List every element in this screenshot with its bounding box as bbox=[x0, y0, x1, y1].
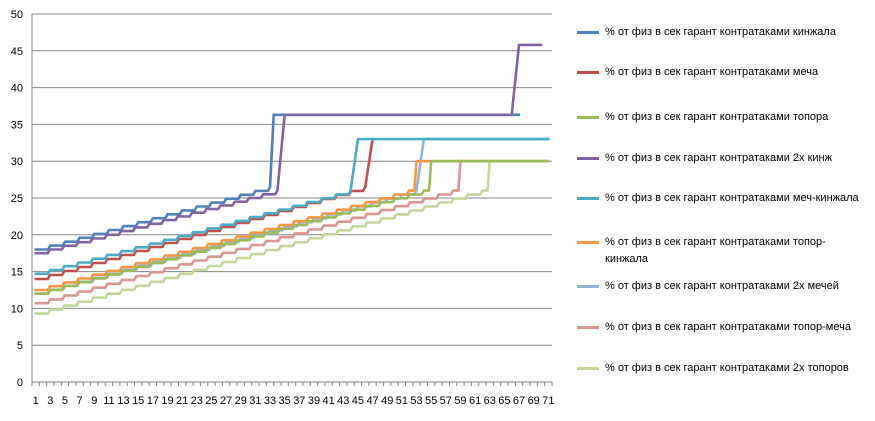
series-line-1 bbox=[34, 137, 374, 281]
x-tick-label: 43 bbox=[337, 395, 349, 407]
series-line-3 bbox=[34, 43, 543, 255]
series-line-2 bbox=[34, 159, 550, 295]
x-tick-label: 69 bbox=[528, 395, 540, 407]
legend-label: % от физ в сек гарант контратаками 2х ки… bbox=[605, 152, 832, 164]
series-line-4 bbox=[34, 137, 550, 276]
y-tick-label: 45 bbox=[11, 46, 23, 58]
x-tick-label: 41 bbox=[322, 395, 334, 407]
x-tick-label: 27 bbox=[220, 395, 232, 407]
x-tick-label: 39 bbox=[308, 395, 320, 407]
x-tick-label: 57 bbox=[440, 395, 452, 407]
x-tick-label: 35 bbox=[279, 395, 291, 407]
y-tick-label: 20 bbox=[11, 230, 23, 242]
x-tick-label: 59 bbox=[454, 395, 466, 407]
legend-swatch bbox=[577, 326, 599, 329]
x-tick-label: 51 bbox=[396, 395, 408, 407]
y-tick-label: 30 bbox=[11, 156, 23, 168]
legend-swatch bbox=[577, 71, 599, 74]
x-tick-label: 19 bbox=[161, 395, 173, 407]
legend-label: % от физ в сек гарант контратаками меч-к… bbox=[605, 192, 859, 204]
x-tick-label: 67 bbox=[513, 395, 525, 407]
x-tick-label: 29 bbox=[235, 395, 247, 407]
y-tick-label: 40 bbox=[11, 83, 23, 95]
legend-label: % от физ в сек гарант контратаками топор… bbox=[605, 321, 851, 333]
y-tick-label: 15 bbox=[11, 267, 23, 279]
x-tick-label: 21 bbox=[176, 395, 188, 407]
x-tick-label: 9 bbox=[91, 395, 97, 407]
series-line-8 bbox=[34, 159, 550, 315]
x-tick-label: 53 bbox=[410, 395, 422, 407]
x-tick-label: 65 bbox=[498, 395, 510, 407]
legend-swatch bbox=[577, 241, 599, 244]
x-tick-label: 25 bbox=[205, 395, 217, 407]
series-line-7 bbox=[34, 159, 550, 305]
x-tick-label: 55 bbox=[425, 395, 437, 407]
x-tick-label: 17 bbox=[147, 395, 159, 407]
x-tick-label: 31 bbox=[249, 395, 261, 407]
y-tick-label: 50 bbox=[11, 9, 23, 21]
legend-label: % от физ в сек гарант контратаками меча bbox=[605, 66, 819, 78]
legend-swatch bbox=[577, 157, 599, 160]
legend-label: % от физ в сек гарант контратаками топор… bbox=[605, 111, 829, 123]
x-tick-label: 15 bbox=[132, 395, 144, 407]
legend-swatch bbox=[577, 31, 599, 34]
legend-label: % от физ в сек гарант контратаками 2х то… bbox=[605, 362, 849, 374]
x-tick-label: 13 bbox=[117, 395, 129, 407]
x-tick-label: 5 bbox=[62, 395, 68, 407]
x-tick-label: 71 bbox=[542, 395, 554, 407]
legend-label: % от физ в сек гарант контратаками кинжа… bbox=[605, 26, 836, 38]
legend-swatch bbox=[577, 116, 599, 119]
legend-swatch bbox=[577, 285, 599, 288]
x-tick-label: 45 bbox=[352, 395, 364, 407]
y-tick-label: 5 bbox=[17, 340, 23, 352]
x-tick-label: 11 bbox=[103, 395, 114, 407]
x-tick-label: 47 bbox=[366, 395, 378, 407]
x-tick-label: 49 bbox=[381, 395, 393, 407]
y-tick-label: 10 bbox=[11, 303, 23, 315]
x-tick-label: 23 bbox=[191, 395, 203, 407]
x-tick-label: 61 bbox=[469, 395, 481, 407]
legend-label: % от физ в сек гарант контратаками топор… bbox=[605, 236, 826, 265]
x-tick-label: 3 bbox=[47, 395, 53, 407]
y-tick-label: 35 bbox=[11, 119, 23, 131]
legend-swatch bbox=[577, 367, 599, 370]
x-tick-label: 33 bbox=[264, 395, 276, 407]
x-tick-label: 63 bbox=[484, 395, 496, 407]
x-tick-label: 1 bbox=[33, 395, 39, 407]
legend-swatch bbox=[577, 197, 599, 200]
legend-label: % от физ в сек гарант контратаками 2х ме… bbox=[605, 280, 839, 292]
y-tick-label: 0 bbox=[17, 377, 23, 389]
x-tick-label: 37 bbox=[293, 395, 305, 407]
y-tick-label: 25 bbox=[11, 193, 23, 205]
series-line-5 bbox=[34, 159, 550, 292]
x-tick-label: 7 bbox=[77, 395, 83, 407]
